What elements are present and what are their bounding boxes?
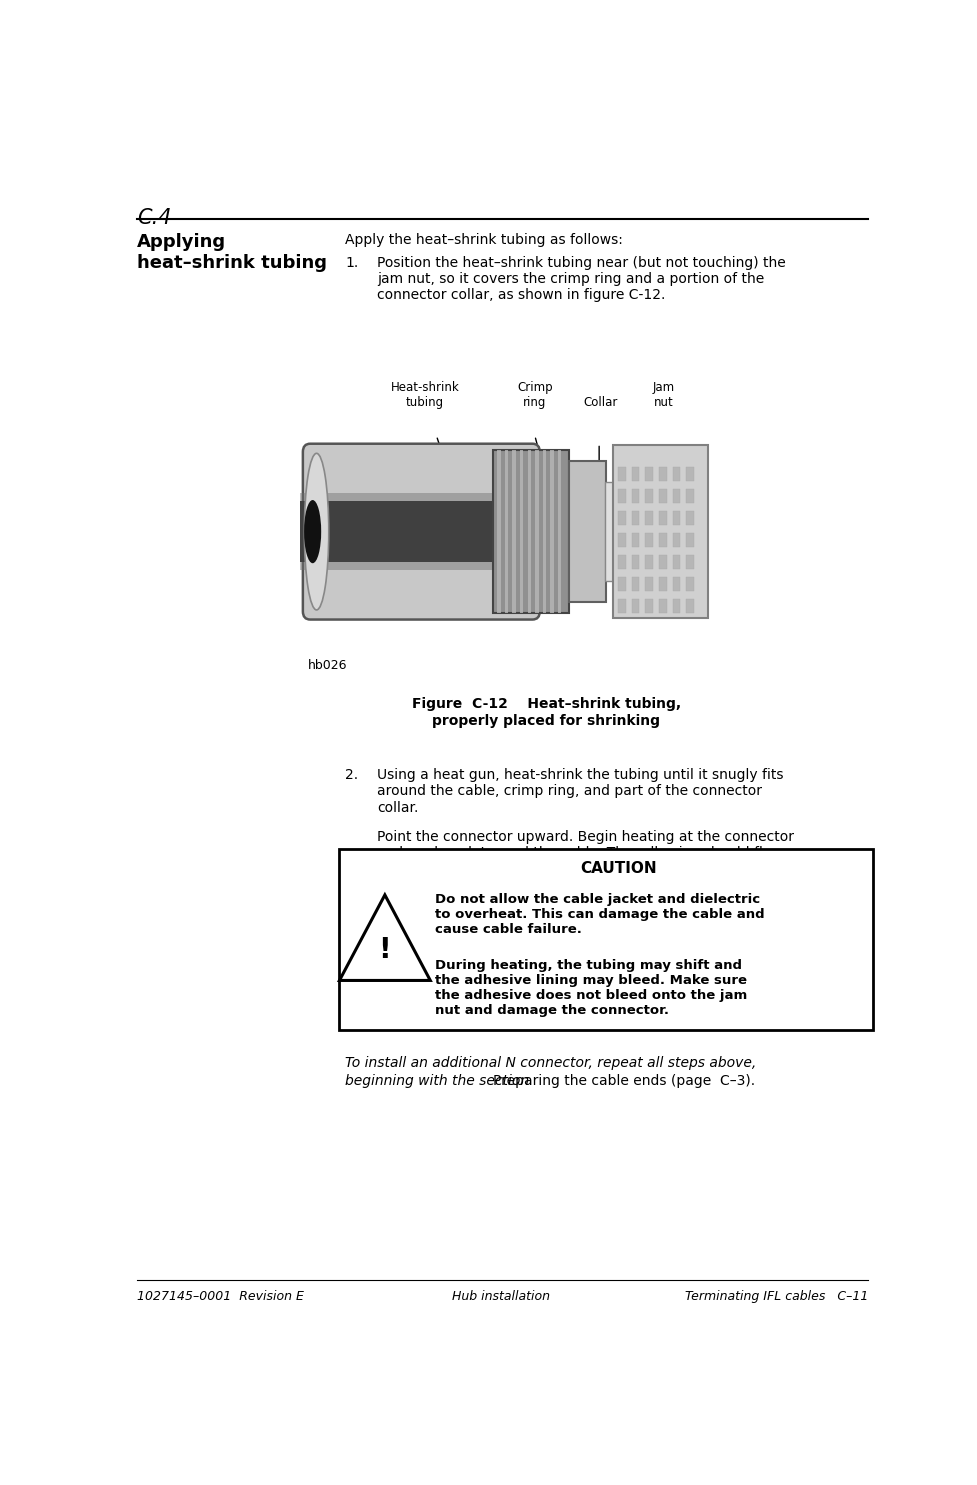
Text: Position the heat–shrink tubing near (but not touching) the
jam nut, so it cover: Position the heat–shrink tubing near (bu… (377, 255, 786, 303)
Bar (617, 533, 626, 546)
Bar (672, 511, 680, 526)
Bar (528, 450, 531, 613)
Bar (550, 450, 554, 613)
Ellipse shape (305, 453, 328, 610)
Bar (658, 576, 666, 591)
Text: Point the connector upward. Begin heating at the connector
end, and work toward : Point the connector upward. Begin heatin… (377, 830, 794, 876)
Bar (513, 450, 516, 613)
Bar (535, 450, 538, 613)
Bar (672, 555, 680, 569)
Text: !: ! (378, 936, 391, 964)
Text: Collar: Collar (583, 396, 617, 410)
Bar (617, 598, 626, 613)
Text: Figure  C-12    Heat–shrink tubing,
properly placed for shrinking: Figure C-12 Heat–shrink tubing, properly… (411, 698, 681, 728)
Text: Heat-shrink
tubing: Heat-shrink tubing (391, 382, 459, 410)
Bar (617, 576, 626, 591)
Bar (672, 489, 680, 503)
Text: To install an additional N connector, repeat all steps above,: To install an additional N connector, re… (346, 1056, 757, 1071)
Bar (569, 462, 606, 601)
Bar (543, 450, 546, 613)
Bar (497, 450, 501, 613)
Bar (672, 576, 680, 591)
Bar (672, 533, 680, 546)
Bar (686, 555, 694, 569)
Bar (301, 493, 510, 570)
FancyBboxPatch shape (339, 849, 873, 1031)
Bar (686, 598, 694, 613)
Bar (631, 576, 640, 591)
Text: CAUTION: CAUTION (579, 861, 657, 876)
Bar (672, 598, 680, 613)
Bar (558, 450, 561, 613)
Bar (614, 446, 708, 618)
Bar (658, 555, 666, 569)
Bar (686, 489, 694, 503)
Bar (605, 483, 614, 581)
Text: beginning with the section: beginning with the section (346, 1074, 534, 1087)
Bar (645, 598, 653, 613)
Text: Using a heat gun, heat-shrink the tubing until it snugly fits
around the cable, : Using a heat gun, heat-shrink the tubing… (377, 768, 784, 815)
Text: Applying: Applying (137, 233, 227, 251)
Bar (645, 489, 653, 503)
Bar (631, 555, 640, 569)
Ellipse shape (304, 500, 321, 563)
Bar (493, 450, 569, 613)
Bar (686, 533, 694, 546)
Bar (645, 555, 653, 569)
Text: 1027145–0001  Revision E: 1027145–0001 Revision E (137, 1290, 304, 1304)
Text: C.4: C.4 (137, 208, 172, 227)
Bar (645, 576, 653, 591)
Bar (645, 466, 653, 481)
Bar (631, 511, 640, 526)
Text: Apply the heat–shrink tubing as follows:: Apply the heat–shrink tubing as follows: (346, 233, 623, 247)
Bar (658, 598, 666, 613)
Bar (658, 511, 666, 526)
Text: Preparing the cable ends (page  C–3).: Preparing the cable ends (page C–3). (493, 1074, 755, 1087)
Text: During heating, the tubing may shift and
the adhesive lining may bleed. Make sur: During heating, the tubing may shift and… (435, 959, 747, 1017)
Bar (658, 466, 666, 481)
Text: Jam
nut: Jam nut (653, 382, 674, 410)
Text: Hub installation: Hub installation (451, 1290, 550, 1304)
Text: Crimp
ring: Crimp ring (517, 382, 553, 410)
Bar (631, 489, 640, 503)
Bar (645, 511, 653, 526)
Text: Terminating IFL cables   C–11: Terminating IFL cables C–11 (685, 1290, 868, 1304)
Bar (617, 555, 626, 569)
Bar (631, 598, 640, 613)
Bar (631, 466, 640, 481)
Bar (520, 450, 524, 613)
Bar (301, 502, 510, 561)
Text: 2.: 2. (346, 768, 359, 783)
Text: heat–shrink tubing: heat–shrink tubing (137, 254, 327, 272)
Bar (672, 466, 680, 481)
Bar (505, 450, 508, 613)
Text: 1.: 1. (346, 255, 359, 270)
Bar (658, 533, 666, 546)
Bar (617, 489, 626, 503)
Bar (658, 489, 666, 503)
Bar (645, 533, 653, 546)
Bar (617, 511, 626, 526)
Bar (686, 511, 694, 526)
Bar (686, 466, 694, 481)
Text: hb026: hb026 (308, 659, 347, 673)
FancyBboxPatch shape (303, 444, 539, 619)
Bar (631, 533, 640, 546)
Bar (686, 576, 694, 591)
Text: Do not allow the cable jacket and dielectric
to overheat. This can damage the ca: Do not allow the cable jacket and dielec… (435, 892, 764, 936)
Bar (617, 466, 626, 481)
Polygon shape (339, 895, 430, 980)
